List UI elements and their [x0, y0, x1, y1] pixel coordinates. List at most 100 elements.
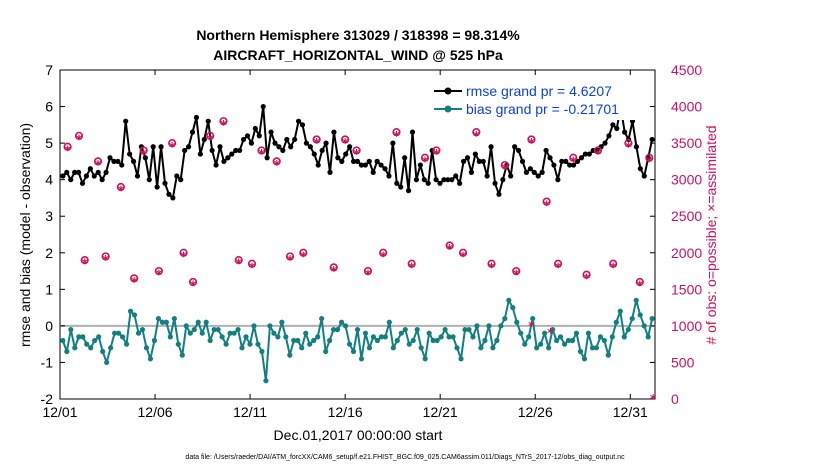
bias-series-point — [342, 323, 349, 329]
bias-series-point — [195, 319, 201, 325]
bias-series-point — [502, 315, 508, 322]
rmse-series-point — [476, 158, 482, 164]
x-tick-label: 12/16 — [328, 404, 363, 420]
rmse-series-point — [323, 140, 329, 146]
obs-possible-marker — [247, 259, 257, 268]
obs-assimilated-marker: * — [180, 249, 187, 263]
obs-assimilated-marker: * — [365, 268, 372, 282]
rmse-series-point — [633, 144, 640, 150]
rmse-series-point — [602, 140, 608, 146]
obs-assimilated-marker: * — [393, 129, 400, 143]
rmse-series-point — [272, 140, 278, 146]
rmse-series-point — [335, 155, 341, 161]
bias-series-point — [235, 326, 241, 333]
rmse-series-point — [233, 147, 239, 154]
bias-series-point — [402, 326, 408, 333]
bias-series-point — [581, 356, 588, 362]
y-tick-label: 6 — [45, 99, 53, 115]
bias-series-point — [406, 341, 412, 347]
rmse-series-point — [515, 147, 522, 154]
bias-series-point — [494, 337, 500, 344]
rmse-series-point — [366, 158, 372, 164]
rmse-series-point — [315, 162, 321, 168]
y-tick-label: 2 — [45, 245, 53, 261]
bias-series-point — [143, 345, 150, 351]
obs-assimilated-marker: * — [353, 147, 360, 161]
bias-series-point — [390, 345, 396, 351]
rmse-series-point — [453, 173, 459, 179]
obs-assimilated-marker: * — [95, 158, 102, 172]
bias-series-point — [299, 345, 305, 351]
bias-series-point — [315, 334, 321, 340]
bias-series-point — [279, 319, 285, 325]
bias-series-point — [526, 334, 532, 340]
y2-axis-label: # of obs: o=possible; ×=assimilated — [703, 125, 719, 344]
rmse-series-point — [299, 122, 306, 128]
y-tick-label: 1 — [45, 281, 53, 297]
bias-series-point — [553, 337, 560, 344]
rmse-series-point — [252, 125, 258, 132]
legend-box — [430, 78, 645, 120]
rmse-series-point — [354, 158, 361, 164]
bias-series-point — [155, 315, 162, 322]
bias-series-point — [434, 337, 440, 344]
bias-series-point — [633, 297, 639, 303]
bias-series-point — [171, 315, 177, 322]
bias-series-point — [96, 334, 102, 340]
bias-series-point — [466, 326, 472, 333]
bias-series-point — [167, 334, 173, 340]
bias-series-point — [64, 348, 70, 355]
rmse-series-point — [464, 155, 471, 161]
rmse-series-point — [350, 158, 357, 164]
rmse-series-point — [445, 177, 451, 183]
bias-series-point — [641, 323, 647, 329]
bias-series-point — [243, 334, 249, 340]
rmse-series-point — [417, 162, 423, 168]
obs-assimilated-marker: * — [249, 260, 256, 274]
obs-possible-marker — [139, 146, 148, 155]
obs-assimilated-marker: * — [287, 253, 294, 267]
bias-series-point — [227, 330, 233, 336]
bias-series-point — [311, 337, 317, 344]
bias-series-point — [68, 326, 74, 333]
rmse-series-point — [370, 169, 376, 175]
y2-tick-label: 3500 — [671, 135, 702, 151]
obs-assimilated-marker: * — [528, 136, 535, 150]
rmse-series-point — [570, 162, 577, 168]
rmse-series-point — [547, 155, 553, 161]
bias-series-point — [565, 337, 572, 344]
rmse-series-point — [68, 177, 74, 183]
rmse-series-point — [237, 147, 243, 154]
bias-series-point — [346, 341, 353, 347]
bias-series-point — [139, 326, 146, 333]
obs-possible-marker — [188, 277, 198, 287]
rmse-series-point — [457, 180, 463, 186]
obs-possible-marker — [154, 266, 163, 276]
bias-series-point — [542, 330, 548, 336]
rmse-series-point — [374, 158, 380, 164]
obs-assimilated-marker: * — [102, 253, 109, 267]
x-tick-label: 12/11 — [233, 404, 267, 420]
rmse-series-point — [162, 180, 168, 186]
rmse-series-point — [284, 136, 290, 143]
obs-assimilated-marker: * — [637, 279, 644, 293]
obs-possible-marker — [582, 270, 591, 279]
bias-series-point — [418, 345, 424, 351]
obs-possible-marker — [329, 263, 338, 272]
rmse-series-point — [531, 169, 537, 175]
rmse-series-point — [268, 129, 274, 135]
obs-possible-marker — [116, 182, 125, 192]
bias-series-point — [518, 330, 524, 336]
rmse-series-point — [468, 169, 475, 175]
rmse-series-point — [347, 144, 353, 150]
obs-assimilated-marker: * — [131, 275, 138, 289]
bias-series-point — [506, 297, 512, 303]
obs-assimilated-marker: * — [190, 279, 197, 293]
rmse-series-point — [303, 140, 310, 146]
rmse-series-point — [213, 162, 219, 168]
bias-series-point — [334, 326, 341, 333]
rmse-series-point — [559, 158, 565, 164]
rmse-series-point — [166, 191, 172, 197]
obs-assimilated-marker: * — [258, 147, 265, 161]
obs-assimilated-marker: * — [595, 147, 602, 161]
